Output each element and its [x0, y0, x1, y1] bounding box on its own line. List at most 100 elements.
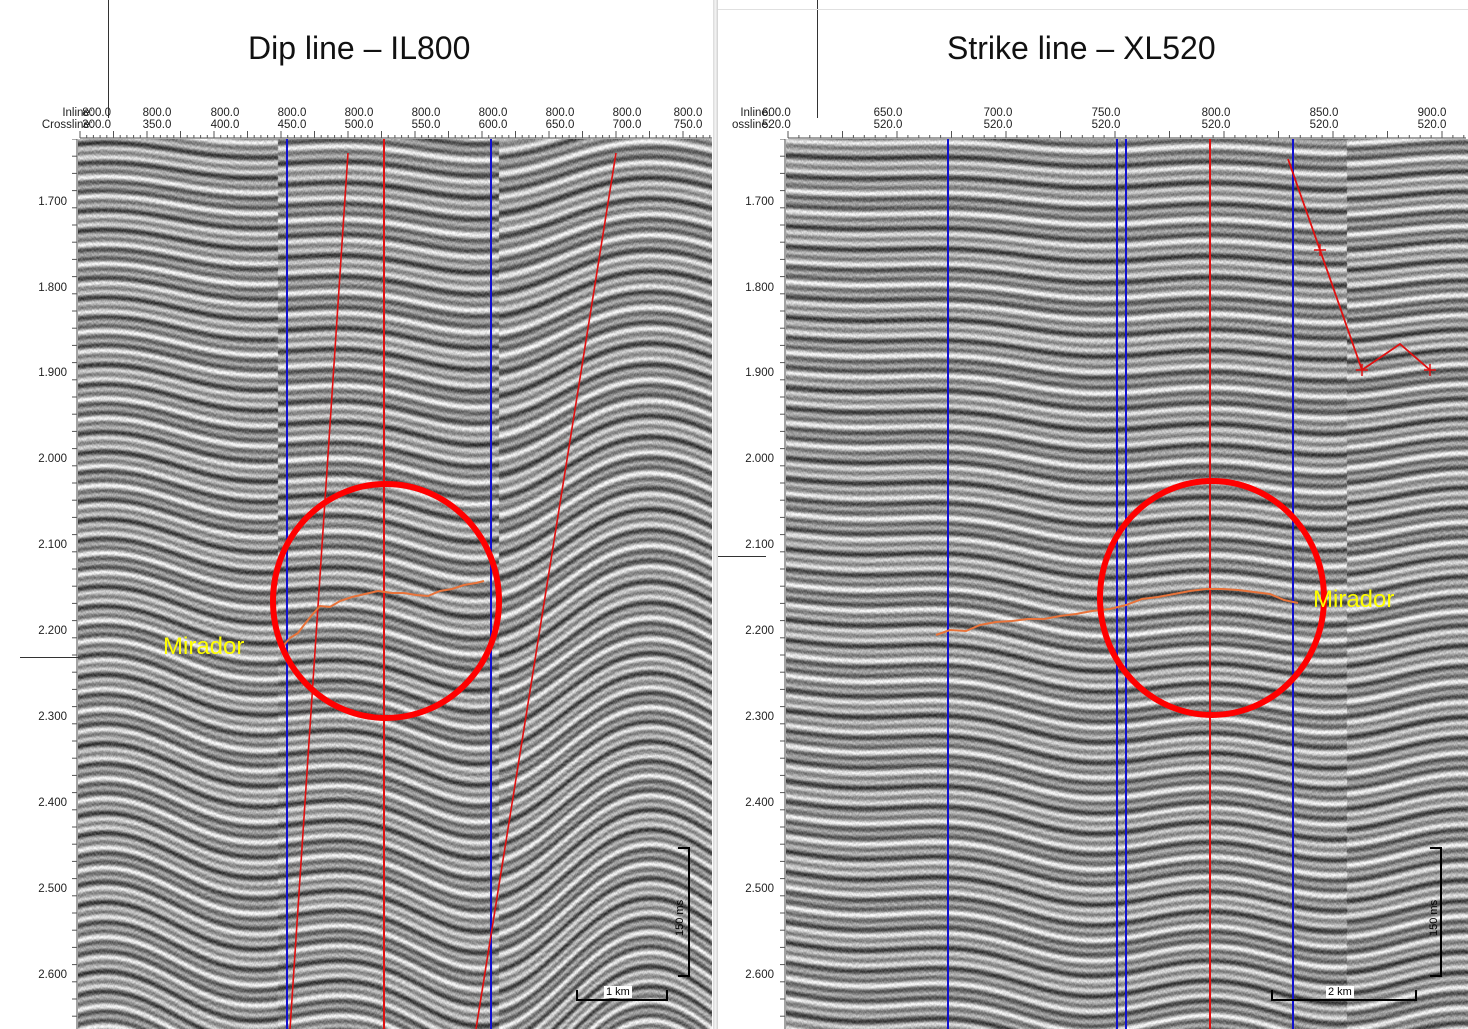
time-scale-label: 150 ms [674, 899, 686, 936]
time-label: 1.700 [38, 196, 67, 208]
panel-divider [713, 0, 718, 1029]
trace-label: 800.0 400.0 [203, 107, 247, 131]
first-trace-inline: 800.0 [82, 107, 111, 119]
header-divider [108, 0, 109, 118]
time-cursor [20, 657, 80, 658]
time-scale-label: 150 ms [1428, 899, 1440, 936]
time-label: 2.600 [745, 969, 774, 981]
time-label: 2.400 [745, 797, 774, 809]
time-label: 2.300 [745, 711, 774, 723]
trace-crossline: 450.0 [277, 119, 307, 131]
trace-ruler [79, 131, 712, 139]
trace-header-labels: Inline: ossline: [718, 107, 771, 131]
time-cursor [718, 556, 766, 557]
time-label: 2.200 [745, 625, 774, 637]
horizon-label: Mirador [163, 633, 245, 660]
time-label: 2.500 [38, 883, 67, 895]
trace-inline: 800.0 [478, 107, 508, 119]
first-trace-label: 600.0 520.0 [762, 107, 802, 131]
trace-crossline: 520.0 [1201, 119, 1231, 131]
time-ruler [72, 139, 78, 1029]
trace-inline: 800.0 [210, 107, 240, 119]
time-label: 1.900 [745, 367, 774, 379]
highlight-circle [1097, 478, 1327, 718]
interpretation-overlay [270, 139, 617, 1029]
strike-line-panel: Strike line – XL520 Inline: ossline: 600… [718, 0, 1468, 1029]
trace-inline: 800.0 [673, 107, 703, 119]
time-label: 2.300 [38, 711, 67, 723]
panel-title: Strike line – XL520 [947, 30, 1216, 66]
trace-label: 700.0 520.0 [976, 107, 1020, 131]
inline-header-label: Inline: [62, 107, 93, 119]
trace-crossline: 650.0 [545, 119, 575, 131]
trace-label: 800.0 600.0 [471, 107, 515, 131]
time-label: 2.500 [745, 883, 774, 895]
trace-label: 850.0 520.0 [1302, 107, 1346, 131]
time-scale-bar [678, 847, 690, 977]
fault-line [289, 152, 349, 1029]
trace-crossline: 520.0 [983, 119, 1013, 131]
trace-inline: 650.0 [873, 107, 903, 119]
time-ruler [780, 139, 786, 1029]
trace-label: 750.0 520.0 [1084, 107, 1128, 131]
time-label: 1.700 [745, 196, 774, 208]
panel-title: Dip line – IL800 [248, 30, 471, 66]
trace-inline: 800.0 [612, 107, 642, 119]
trace-header-labels: Inline: Crossline: [4, 107, 93, 131]
trace-crossline: 600.0 [478, 119, 508, 131]
horizon-label: Mirador [1313, 586, 1395, 613]
trace-crossline: 520.0 [1417, 119, 1447, 131]
trace-inline: 800.0 [1201, 107, 1231, 119]
first-trace-label: 800.0 300.0 [71, 107, 111, 131]
distance-scale-label: 2 km [1326, 986, 1354, 998]
distance-scale-bar [576, 990, 668, 1001]
crossline-header-label: Crossline: [41, 119, 93, 131]
trace-label: 800.0 700.0 [605, 107, 649, 131]
first-trace-crossline: 300.0 [82, 119, 111, 131]
trace-ruler [787, 131, 1466, 139]
trace-inline: 900.0 [1417, 107, 1447, 119]
mirador-horizon [282, 580, 485, 647]
trace-label: 800.0 450.0 [270, 107, 314, 131]
time-label: 2.400 [38, 797, 67, 809]
header-divider [817, 0, 818, 118]
fault-markers [1314, 244, 1436, 376]
trace-inline: 800.0 [545, 107, 575, 119]
trace-label: 650.0 520.0 [866, 107, 910, 131]
trace-crossline: 520.0 [1309, 119, 1339, 131]
trace-inline: 750.0 [1091, 107, 1121, 119]
trace-label: 800.0 350.0 [135, 107, 179, 131]
seismic-section [78, 139, 712, 1029]
time-label: 1.800 [745, 282, 774, 294]
trace-crossline: 350.0 [142, 119, 172, 131]
trace-inline: 700.0 [983, 107, 1013, 119]
highlight-circle [270, 481, 502, 721]
time-label: 2.000 [745, 453, 774, 465]
trace-inline: 850.0 [1309, 107, 1339, 119]
crossline-header-label: ossline: [732, 119, 771, 131]
trace-label: 800.0 650.0 [538, 107, 582, 131]
trace-inline: 800.0 [277, 107, 307, 119]
trace-crossline: 550.0 [411, 119, 441, 131]
trace-crossline: 700.0 [612, 119, 642, 131]
time-label: 1.800 [38, 282, 67, 294]
header-rule [718, 9, 1468, 10]
time-label: 2.200 [38, 625, 67, 637]
trace-crossline: 400.0 [210, 119, 240, 131]
fault-trace [1287, 158, 1431, 372]
first-trace-crossline: 520.0 [762, 119, 791, 131]
fault-line [475, 152, 617, 1029]
mirador-horizon [935, 588, 1299, 636]
interpretation-overlay [935, 139, 1436, 1029]
trace-inline: 800.0 [411, 107, 441, 119]
time-label: 2.600 [38, 969, 67, 981]
trace-crossline: 500.0 [344, 119, 374, 131]
time-label: 2.000 [38, 453, 67, 465]
time-label: 2.100 [38, 539, 67, 551]
scale-bars [576, 847, 690, 1001]
distance-scale-bar [1271, 990, 1417, 1001]
time-label: 1.900 [38, 367, 67, 379]
trace-inline: 800.0 [344, 107, 374, 119]
trace-label: 800.0 500.0 [337, 107, 381, 131]
trace-label: 800.0 550.0 [404, 107, 448, 131]
